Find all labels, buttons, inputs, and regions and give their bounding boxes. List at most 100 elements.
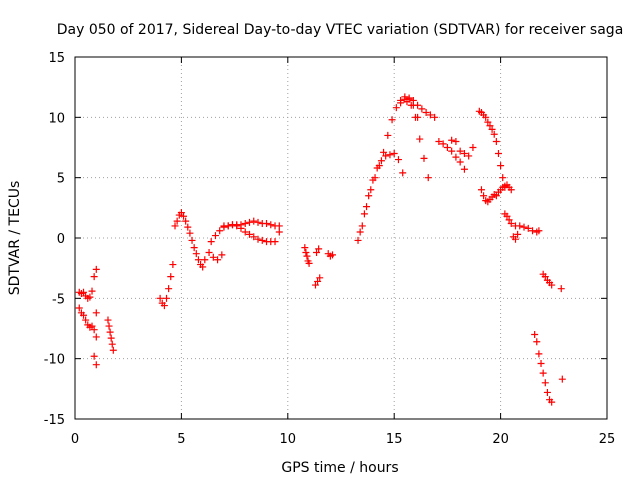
data-point [194,256,202,264]
series-g [301,244,313,267]
data-point [377,157,385,165]
data-point [224,222,232,230]
data-point [165,285,173,293]
data-point [477,186,485,194]
data-point [354,236,362,244]
data-point [216,227,224,235]
y-tick-label: -10 [44,353,65,368]
data-point [190,244,198,252]
data-point [201,256,209,264]
data-point [390,150,398,158]
data-point [254,218,262,226]
x-tick-label: 15 [386,432,403,447]
data-point [397,99,405,107]
x-tick-label: 10 [280,432,297,447]
data-point [316,274,324,282]
series-v [531,331,556,406]
data-point [399,169,407,177]
series-b [104,316,117,354]
data-point [456,147,464,155]
data-point [435,137,443,145]
x-tick-label: 25 [599,432,616,447]
series-h [311,245,324,289]
data-point [180,212,188,220]
data-point [311,281,319,289]
data-points [75,93,566,406]
data-point [211,232,219,240]
data-point [250,217,258,225]
y-axis-label: SDTVAR / TECUs [7,181,23,296]
data-point [258,236,266,244]
data-point [516,222,524,230]
data-point [218,251,226,259]
x-axis-ticks: 0 5 10 15 20 25 [71,57,615,447]
series-m [403,98,432,182]
data-point [386,151,394,159]
series-u [509,230,522,243]
data-point [92,265,100,273]
y-tick-label: 5 [57,172,65,187]
series-k [356,150,407,236]
x-axis-label: GPS time / hours [281,460,398,476]
series-t [501,210,543,236]
data-point [384,131,392,139]
data-point [315,245,323,253]
data-point [507,220,515,228]
data-point [271,238,279,246]
data-point [452,153,460,161]
grid-lines [75,57,607,419]
data-point [90,273,98,281]
data-point [492,192,500,200]
data-point [520,223,528,231]
data-point [106,328,114,336]
data-point [169,261,177,269]
data-point [424,174,432,182]
series-s [501,181,515,194]
data-point [369,176,377,184]
series-d [171,209,226,271]
data-point [356,228,364,236]
data-point [460,150,468,158]
data-point [535,350,543,358]
data-point [207,238,215,246]
data-point [443,144,451,151]
data-point [543,388,551,396]
data-point [507,186,515,194]
data-point [233,222,241,230]
series-a1 [75,265,100,302]
data-point [237,224,245,232]
data-point [499,174,507,182]
y-tick-label: -5 [52,292,65,307]
data-point [192,250,200,258]
data-point [494,150,502,158]
data-point [275,228,283,236]
series-w [539,270,566,383]
data-point [214,256,222,264]
data-point [465,152,473,160]
data-point [403,98,411,106]
data-point [492,137,500,145]
data-point [82,316,90,324]
series-o [448,136,477,160]
series-a3 [90,309,100,369]
data-point [537,359,545,367]
data-point [108,340,116,348]
data-point [254,235,262,243]
data-point [88,287,96,295]
data-point [422,109,430,117]
data-point [245,230,253,238]
chart-title: Day 050 of 2017, Sidereal Day-to-day VTE… [57,22,624,38]
series-p [475,107,496,133]
data-point [241,228,249,236]
data-point [439,140,447,148]
data-point [80,311,88,319]
data-point [90,326,98,334]
data-point [301,244,309,252]
data-point [245,218,253,226]
data-point [90,352,98,360]
data-point [394,156,402,164]
data-point [541,273,549,281]
data-point [88,322,96,330]
data-point [188,236,196,244]
